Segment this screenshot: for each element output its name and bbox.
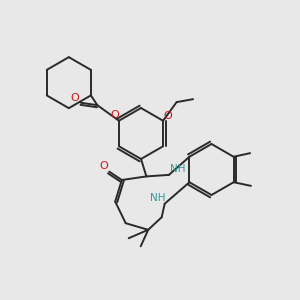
Text: O: O bbox=[99, 161, 108, 171]
Text: NH: NH bbox=[150, 193, 166, 203]
Text: O: O bbox=[164, 111, 172, 121]
Text: O: O bbox=[70, 93, 79, 103]
Text: NH: NH bbox=[169, 164, 185, 175]
Text: O: O bbox=[110, 110, 119, 120]
